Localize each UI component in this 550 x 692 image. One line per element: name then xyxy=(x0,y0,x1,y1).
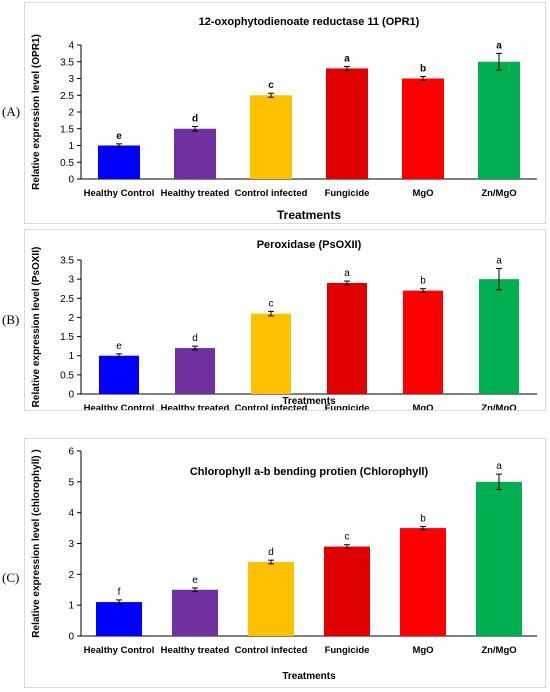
x-tick-label: Fungicide xyxy=(325,188,370,199)
significance-letter: e xyxy=(116,131,122,142)
significance-letter: a xyxy=(344,53,350,64)
x-tick-label: Zn/MgO xyxy=(481,403,516,410)
bar xyxy=(478,61,520,179)
panel-label-b: (B) xyxy=(2,312,20,327)
bar xyxy=(400,528,446,636)
x-tick-label: Fungicide xyxy=(325,645,370,656)
bar xyxy=(175,348,215,394)
bar xyxy=(248,562,294,636)
chart-panel-b: Peroxidase (PsOXII) 0 0.5 1 1.5 2 2.5 3 3.5 Relat… xyxy=(24,229,546,414)
x-tick-label: Healthy treated xyxy=(161,403,230,410)
panel-label-c: (C) xyxy=(2,570,20,585)
y-axis-label: Relative expression level (OPR1) xyxy=(31,34,42,190)
y-tick-label: 2 xyxy=(68,108,74,119)
significance-letter: d xyxy=(192,333,198,344)
x-tick-label: Control infected xyxy=(235,403,308,410)
x-tick-label: Control infected xyxy=(235,188,308,199)
x-tick-label: Healthy Control xyxy=(84,403,155,410)
x-tick-label: Fungicide xyxy=(325,403,370,410)
bar xyxy=(99,355,139,394)
y-tick-label: 1.5 xyxy=(60,124,74,135)
significance-letter: f xyxy=(118,587,121,598)
bar xyxy=(98,145,140,179)
chart-title: Peroxidase (PsOXII) xyxy=(257,239,362,251)
chart-chlorophyll: Chlorophyll a-b bending protien (Chlorop… xyxy=(31,447,537,682)
x-axis-label: Treatments xyxy=(282,396,336,407)
bar xyxy=(327,282,367,394)
y-tick-label: 2 xyxy=(68,570,74,581)
y-axis-label: Relative expression level (PsOXII) xyxy=(31,247,42,408)
x-tick-label: MgO xyxy=(412,645,433,656)
y-tick-label: 0.5 xyxy=(60,370,74,381)
y-tick-label: 1 xyxy=(68,601,74,612)
x-axis-label: Treatments xyxy=(282,671,336,682)
significance-letter: d xyxy=(192,113,198,124)
chart-title: Chlorophyll a-b bending protien (Chlorop… xyxy=(190,466,429,478)
bar xyxy=(251,313,291,394)
x-tick-label: Healthy Control xyxy=(84,645,155,656)
y-tick-label: 3 xyxy=(68,539,74,550)
y-tick-label: 3 xyxy=(68,275,74,286)
bar xyxy=(402,78,444,179)
y-tick-label: 2 xyxy=(68,313,74,324)
chart-opr1: 12-oxophytodienoate reductase 11 (OPR1) 0… xyxy=(31,16,537,222)
y-tick-label: 3.5 xyxy=(60,57,74,68)
y-tick-label: 0 xyxy=(68,175,74,186)
y-tick-label: 2.5 xyxy=(60,294,74,305)
x-tick-label: Healthy treated xyxy=(161,645,230,656)
significance-letter: d xyxy=(268,547,274,558)
chart-panel-c: Chlorophyll a-b bending protien (Chlorop… xyxy=(24,438,546,688)
significance-letter: a xyxy=(496,40,502,51)
bar xyxy=(250,95,292,179)
x-tick-label: Healthy treated xyxy=(161,188,230,199)
panel-label-a: (A) xyxy=(2,104,21,119)
significance-letter: a xyxy=(344,268,350,279)
y-tick-label: 3.5 xyxy=(60,256,74,267)
y-tick-label: 1 xyxy=(68,351,74,362)
bar xyxy=(174,128,216,179)
y-tick-label: 0 xyxy=(68,390,74,401)
x-tick-label: MgO xyxy=(412,403,433,410)
bar xyxy=(479,279,519,394)
significance-letter: e xyxy=(116,341,122,352)
x-tick-label: Healthy Control xyxy=(84,188,155,199)
x-axis-label: Treatments xyxy=(277,208,341,222)
y-tick-label: 2.5 xyxy=(60,91,74,102)
y-tick-label: 3 xyxy=(68,74,74,85)
y-tick-label: 4 xyxy=(68,508,74,519)
y-tick-label: 0.5 xyxy=(60,158,74,169)
bar xyxy=(476,481,522,636)
chart-panel-a: 12-oxophytodienoate reductase 11 (OPR1) 0… xyxy=(24,2,546,224)
significance-letter: c xyxy=(268,80,274,91)
significance-letter: c xyxy=(345,532,350,543)
x-tick-label: Zn/MgO xyxy=(481,645,516,656)
bar xyxy=(324,546,370,636)
y-axis-label: Relative expression level (chlorophyll) … xyxy=(31,449,42,637)
significance-letter: a xyxy=(496,461,502,472)
chart-psoxii: Peroxidase (PsOXII) 0 0.5 1 1.5 2 2.5 3 3.5 Relat… xyxy=(31,239,537,414)
bar xyxy=(172,589,218,636)
x-tick-label: Control infected xyxy=(235,645,308,656)
bar xyxy=(326,68,368,179)
y-tick-label: 4 xyxy=(68,41,74,52)
y-tick-label: 0 xyxy=(68,632,74,643)
y-tick-label: 5 xyxy=(68,477,74,488)
significance-letter: e xyxy=(192,575,198,586)
significance-letter: c xyxy=(269,298,274,309)
y-tick-label: 1 xyxy=(68,141,74,152)
y-tick-label: 6 xyxy=(68,447,74,458)
significance-letter: b xyxy=(420,276,426,287)
y-tick-label: 1.5 xyxy=(60,332,74,343)
bar xyxy=(403,290,443,394)
x-tick-label: Zn/MgO xyxy=(481,188,516,199)
bar xyxy=(96,602,142,636)
significance-letter: b xyxy=(420,63,426,74)
significance-letter: a xyxy=(496,255,502,266)
significance-letter: b xyxy=(420,514,426,525)
chart-title: 12-oxophytodienoate reductase 11 (OPR1) xyxy=(199,16,420,28)
x-tick-label: MgO xyxy=(412,188,433,199)
